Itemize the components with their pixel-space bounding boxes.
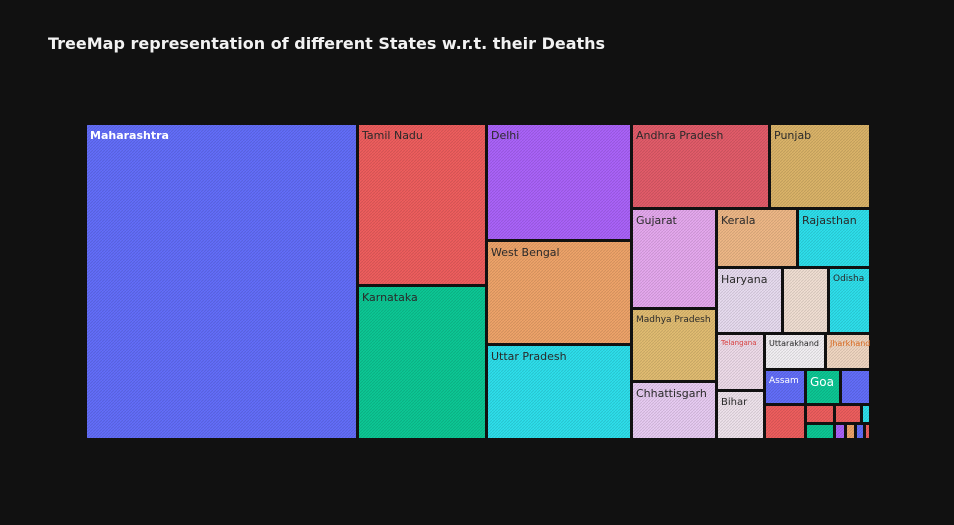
treemap-tile-hatch	[836, 425, 844, 438]
treemap-tile-tamil-nadu[interactable]: Tamil Nadu	[359, 125, 485, 284]
treemap-tile-tile-29[interactable]	[847, 425, 854, 438]
treemap-tile-tile-26[interactable]	[836, 406, 860, 422]
treemap-tile-hatch	[866, 425, 869, 438]
treemap-tile-hatch	[718, 269, 781, 332]
treemap-tile-hatch	[827, 335, 869, 368]
treemap-tile-tile-25[interactable]	[807, 425, 833, 438]
treemap-tile-hatch	[488, 346, 630, 438]
treemap-tile-hatch	[807, 371, 839, 403]
treemap-tile-hatch	[863, 406, 869, 422]
treemap-tile-delhi[interactable]: Delhi	[488, 125, 630, 239]
treemap-tile-hatch	[488, 125, 630, 239]
treemap-tile-hatch	[771, 125, 869, 207]
treemap-tile-hatch	[830, 269, 869, 332]
treemap-tile-kerala[interactable]: Kerala	[718, 210, 796, 266]
treemap-tile-hatch	[718, 392, 763, 438]
treemap-tile-uttar-pradesh[interactable]: Uttar Pradesh	[488, 346, 630, 438]
treemap-tile-hatch	[488, 242, 630, 343]
treemap-tile-hatch	[847, 425, 854, 438]
treemap-tile-west-bengal[interactable]: West Bengal	[488, 242, 630, 343]
treemap-tile-jharkhand[interactable]: Jharkhand	[827, 335, 870, 368]
treemap-tile-madhya-pradesh[interactable]: Madhya Pradesh	[633, 310, 715, 380]
treemap-tile-odisha[interactable]: Odisha	[830, 269, 869, 332]
treemap-tile-hatch	[766, 406, 804, 438]
treemap-tile-hatch	[807, 425, 833, 438]
treemap-tile-hatch	[718, 210, 796, 266]
treemap-tile-karnataka[interactable]: Karnataka	[359, 287, 485, 438]
treemap-tile-hatch	[842, 371, 869, 403]
treemap-tile-tile-22[interactable]	[842, 371, 869, 403]
treemap-tile-hatch	[359, 287, 485, 438]
treemap-tile-punjab[interactable]: Punjab	[771, 125, 869, 207]
treemap-tile-hatch	[633, 310, 715, 380]
treemap-tile-hatch	[857, 425, 863, 438]
treemap-tile-hatch	[633, 383, 715, 438]
treemap-tile-tile-30[interactable]	[857, 425, 863, 438]
chart-title: TreeMap representation of different Stat…	[48, 34, 606, 53]
treemap-tile-rajasthan[interactable]: Rajasthan	[799, 210, 869, 266]
treemap-tile-hatch	[799, 210, 869, 266]
treemap-tile-hatch	[633, 125, 768, 207]
treemap-tile-hatch	[784, 269, 827, 332]
treemap-tile-uttarakhand[interactable]: Uttarakhand	[766, 335, 824, 368]
treemap-tile-telangana[interactable]: Telangana	[718, 335, 763, 389]
treemap-tile-chhattisgarh[interactable]: Chhattisgarh	[633, 383, 715, 438]
treemap-tile-tile-24[interactable]	[807, 406, 833, 422]
treemap-tile-hatch	[807, 406, 833, 422]
treemap-tile-tile-13[interactable]	[784, 269, 827, 332]
treemap-tile-bihar[interactable]: Bihar	[718, 392, 763, 438]
treemap-tile-hatch	[633, 210, 715, 307]
treemap-tile-haryana[interactable]: Haryana	[718, 269, 781, 332]
treemap-tile-assam[interactable]: Assam	[766, 371, 804, 403]
treemap-tile-andhra-pradesh[interactable]: Andhra Pradesh	[633, 125, 768, 207]
treemap-tile-hatch	[718, 335, 763, 389]
treemap-tile-maharashtra[interactable]: Maharashtra	[87, 125, 356, 438]
treemap-tile-tile-31[interactable]	[866, 425, 869, 438]
treemap-tile-tile-27[interactable]	[863, 406, 869, 422]
treemap-tile-hatch	[766, 371, 804, 403]
treemap-tile-gujarat[interactable]: Gujarat	[633, 210, 715, 307]
treemap-tile-goa[interactable]: Goa	[807, 371, 839, 403]
treemap-tile-hatch	[766, 335, 824, 368]
treemap-tile-hatch	[836, 406, 860, 422]
treemap-tile-tile-23[interactable]	[766, 406, 804, 438]
treemap-tile-hatch	[87, 125, 356, 438]
treemap-tile-tile-28[interactable]	[836, 425, 844, 438]
treemap-tile-hatch	[359, 125, 485, 284]
